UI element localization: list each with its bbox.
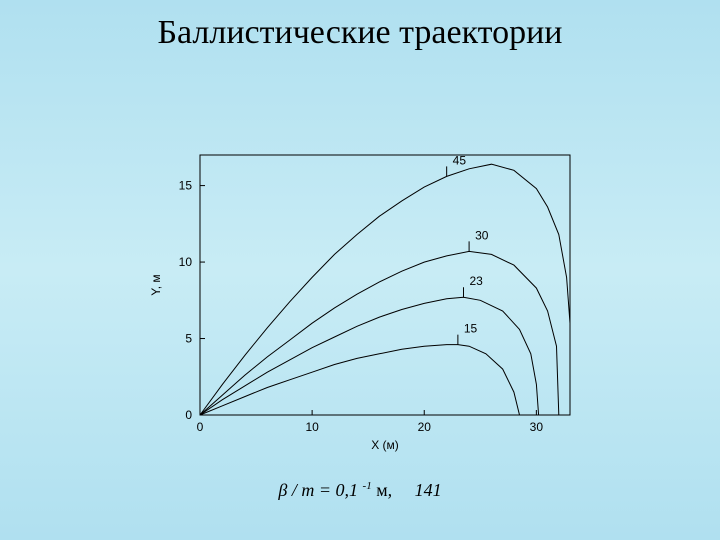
caption-beta: β / m = 0,1 <box>278 480 358 500</box>
svg-text:23: 23 <box>469 274 483 288</box>
svg-text:30: 30 <box>530 420 544 434</box>
caption-value: 141 <box>415 480 442 500</box>
svg-text:45: 45 <box>453 153 467 167</box>
chart-caption: β / m = 0,1 -1 м, 141 <box>0 480 720 501</box>
trajectory-chart: 0 10 20 30 0 5 10 15 X (м) Y, м 45 30 23 15 <box>140 145 580 465</box>
svg-text:Y, м: Y, м <box>149 274 163 295</box>
svg-text:10: 10 <box>179 255 193 269</box>
svg-text:15: 15 <box>464 322 478 336</box>
svg-text:15: 15 <box>179 179 193 193</box>
caption-unit: м <box>376 480 387 500</box>
svg-text:0: 0 <box>197 420 204 434</box>
svg-text:20: 20 <box>418 420 432 434</box>
svg-text:X (м): X (м) <box>371 438 399 452</box>
svg-text:30: 30 <box>475 228 489 242</box>
caption-exp: -1 <box>363 480 372 492</box>
svg-text:5: 5 <box>185 332 192 346</box>
slide: Баллистические траектории 0 10 20 30 0 5 10 15 X… <box>0 0 720 540</box>
page-title: Баллистические траектории <box>0 14 720 52</box>
caption-comma: , <box>388 480 393 500</box>
chart-svg: 0 10 20 30 0 5 10 15 X (м) Y, м 45 30 23 15 <box>140 145 580 465</box>
svg-text:0: 0 <box>185 408 192 422</box>
svg-text:10: 10 <box>305 420 319 434</box>
